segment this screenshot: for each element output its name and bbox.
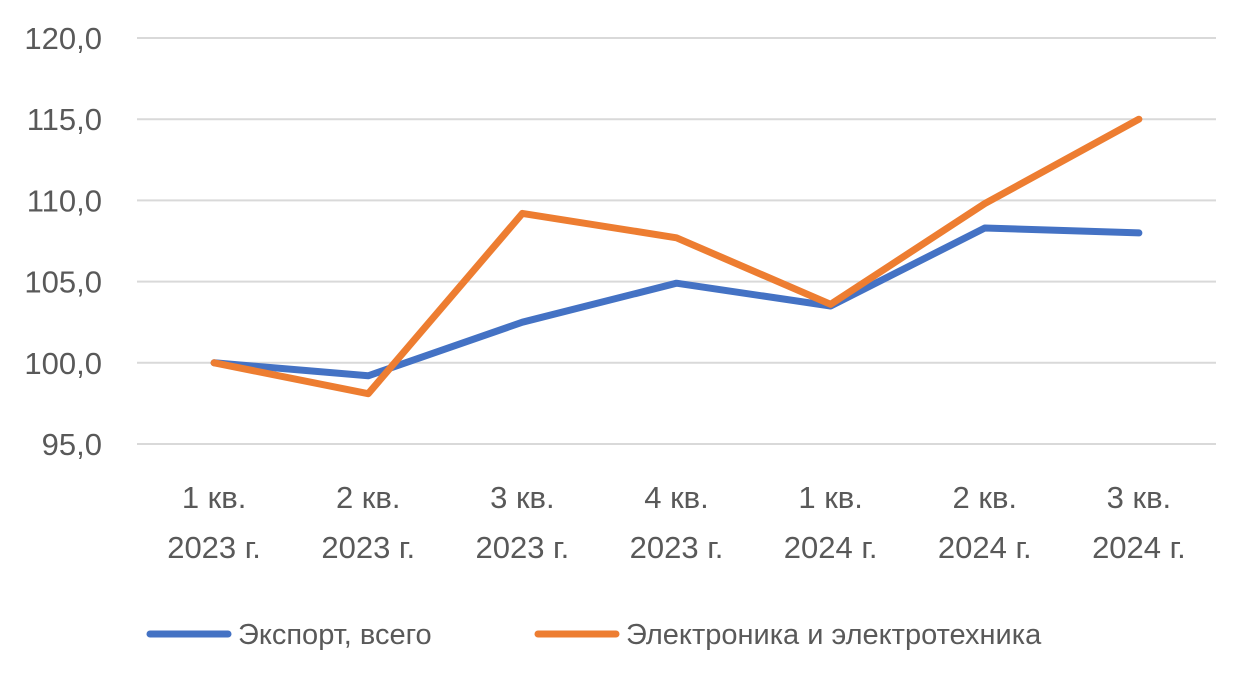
legend: Экспорт, всего Электроника и электротехни…: [146, 619, 1042, 651]
legend-label: Экспорт, всего: [238, 619, 432, 651]
y-axis: 95,0 100,0 105,0 110,0 115,0 120,0: [24, 21, 102, 462]
x-tick-label: 2 кв. 2024 г.: [938, 480, 1032, 565]
x-axis: 1 кв. 2023 г. 2 кв. 2023 г. 3 кв. 2023 г. 4 кв…: [167, 480, 1186, 565]
x-tick-label: 1 кв. 2023 г.: [167, 480, 261, 565]
series-line-1: [210, 224, 1143, 380]
series-line-2: [210, 115, 1143, 398]
x-tick-label: 1 кв. 2024 г.: [784, 480, 878, 565]
legend-label: Электроника и электротехника: [626, 619, 1042, 651]
y-tick-label: 115,0: [27, 102, 102, 137]
y-tick-label: 95,0: [42, 427, 102, 462]
series-lines: [210, 115, 1143, 398]
x-tick-label: 4 кв. 2023 г.: [630, 480, 724, 565]
x-tick-label: 3 кв. 2023 г.: [475, 480, 569, 565]
y-tick-label: 110,0: [27, 183, 102, 218]
y-tick-label: 100,0: [24, 346, 102, 381]
y-tick-label: 105,0: [24, 265, 102, 300]
x-tick-label: 3 кв. 2024 г.: [1092, 480, 1186, 565]
x-tick-label: 2 кв. 2023 г.: [321, 480, 415, 565]
y-tick-label: 120,0: [24, 21, 102, 56]
